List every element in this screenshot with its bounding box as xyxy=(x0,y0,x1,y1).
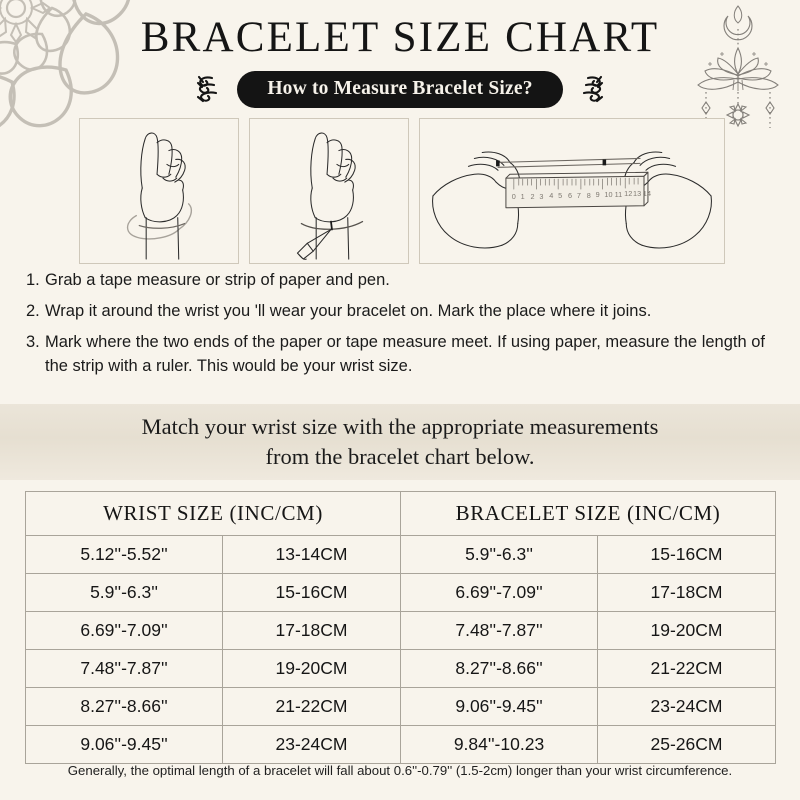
hand-with-tape-around-wrist xyxy=(79,118,239,264)
svg-text:8: 8 xyxy=(587,191,591,200)
wrist-size-inches: 5.12''-5.52'' xyxy=(25,535,223,574)
measure-steps-list: 1. Grab a tape measure or strip of paper… xyxy=(26,268,778,385)
wrist-size-cm: 17-18CM xyxy=(222,611,401,650)
list-item: 1. Grab a tape measure or strip of paper… xyxy=(26,268,778,292)
step-number: 3. xyxy=(26,333,40,352)
list-item: 2. Wrap it around the wrist you 'll wear… xyxy=(26,299,778,323)
bracelet-size-inches: 6.69''-7.09'' xyxy=(400,573,598,612)
svg-text:7: 7 xyxy=(577,191,581,200)
wrist-size-cm: 21-22CM xyxy=(222,687,401,726)
wrist-size-cm: 13-14CM xyxy=(222,535,401,574)
table-row: 5.12''-5.52'' 13-14CM 5.9''-6.3'' 15-16C… xyxy=(25,535,776,574)
svg-text:9: 9 xyxy=(596,190,600,199)
bracelet-size-cm: 23-24CM xyxy=(597,687,776,726)
banner-line-1: Match your wrist size with the appropria… xyxy=(141,414,659,440)
wrist-size-cm: 23-24CM xyxy=(222,725,401,764)
bracelet-size-cm: 25-26CM xyxy=(597,725,776,764)
svg-text:14: 14 xyxy=(643,189,651,198)
ruler-ticks xyxy=(513,177,639,190)
wrist-size-cm: 19-20CM xyxy=(222,649,401,688)
bracelet-size-cm: 15-16CM xyxy=(597,535,776,574)
bracelet-size-inches: 7.48''-7.87'' xyxy=(400,611,598,650)
svg-text:12: 12 xyxy=(624,189,632,198)
subtitle-row: How to Measure Bracelet Size? xyxy=(0,71,800,108)
svg-text:13: 13 xyxy=(633,189,641,198)
table-row: 6.69''-7.09'' 17-18CM 7.48''-7.87'' 19-2… xyxy=(25,611,776,650)
swirl-flourish-icon xyxy=(192,72,228,108)
table-header-row: WRIST SIZE (INC/CM) BRACELET SIZE (INC/C… xyxy=(25,491,776,536)
step-number: 1. xyxy=(26,271,40,289)
svg-text:6: 6 xyxy=(568,191,572,200)
match-instruction-banner: Match your wrist size with the appropria… xyxy=(0,404,800,480)
table-row: 7.48''-7.87'' 19-20CM 8.27''-8.66'' 21-2… xyxy=(25,649,776,688)
svg-text:1: 1 xyxy=(521,192,525,201)
bracelet-size-header: BRACELET SIZE (INC/CM) xyxy=(400,491,776,536)
table-row: 5.9''-6.3'' 15-16CM 6.69''-7.09'' 17-18C… xyxy=(25,573,776,612)
hand-marking-wrist-with-pen xyxy=(249,118,409,264)
wrist-size-inches: 8.27''-8.66'' xyxy=(25,687,223,726)
banner-text: Match your wrist size with the appropria… xyxy=(114,412,687,472)
wrist-size-header: WRIST SIZE (INC/CM) xyxy=(25,491,401,536)
step-text: Wrap it around the wrist you 'll wear yo… xyxy=(45,302,652,321)
size-chart-table: WRIST SIZE (INC/CM) BRACELET SIZE (INC/C… xyxy=(25,491,776,764)
svg-text:11: 11 xyxy=(615,190,623,199)
step-number: 2. xyxy=(26,302,40,321)
list-item: 3. Mark where the two ends of the paper … xyxy=(26,330,778,378)
bracelet-size-inches: 5.9''-6.3'' xyxy=(400,535,598,574)
wrist-size-inches: 6.69''-7.09'' xyxy=(25,611,223,650)
svg-text:0: 0 xyxy=(512,192,516,201)
bracelet-size-cm: 19-20CM xyxy=(597,611,776,650)
bracelet-size-inches: 8.27''-8.66'' xyxy=(400,649,598,688)
banner-line-2: from the bracelet chart below. xyxy=(265,444,535,469)
svg-text:4: 4 xyxy=(549,191,553,200)
wrist-size-inches: 9.06''-9.45'' xyxy=(25,725,223,764)
wrist-size-cm: 15-16CM xyxy=(222,573,401,612)
footer-note: Generally, the optimal length of a brace… xyxy=(67,763,733,778)
bracelet-size-cm: 21-22CM xyxy=(597,649,776,688)
bracelet-size-inches: 9.06''-9.45'' xyxy=(400,687,598,726)
page-title: BRACELET SIZE CHART xyxy=(140,14,660,61)
table-row: 8.27''-8.66'' 21-22CM 9.06''-9.45'' 23-2… xyxy=(25,687,776,726)
how-to-measure-badge: How to Measure Bracelet Size? xyxy=(237,71,563,108)
svg-text:2: 2 xyxy=(531,192,535,201)
swirl-flourish-icon xyxy=(572,72,608,108)
svg-text:5: 5 xyxy=(558,191,562,200)
table-row: 9.06''-9.45'' 23-24CM 9.84''-10.23 25-26… xyxy=(25,725,776,764)
bracelet-size-inches: 9.84''-10.23 xyxy=(400,725,598,764)
bracelet-size-cm: 17-18CM xyxy=(597,573,776,612)
svg-text:10: 10 xyxy=(604,190,612,199)
wrist-size-inches: 7.48''-7.87'' xyxy=(25,649,223,688)
step-text: Mark where the two ends of the paper or … xyxy=(45,333,765,376)
svg-text:3: 3 xyxy=(539,192,543,201)
wrist-size-inches: 5.9''-6.3'' xyxy=(25,573,223,612)
step-text: Grab a tape measure or strip of paper an… xyxy=(45,271,390,289)
